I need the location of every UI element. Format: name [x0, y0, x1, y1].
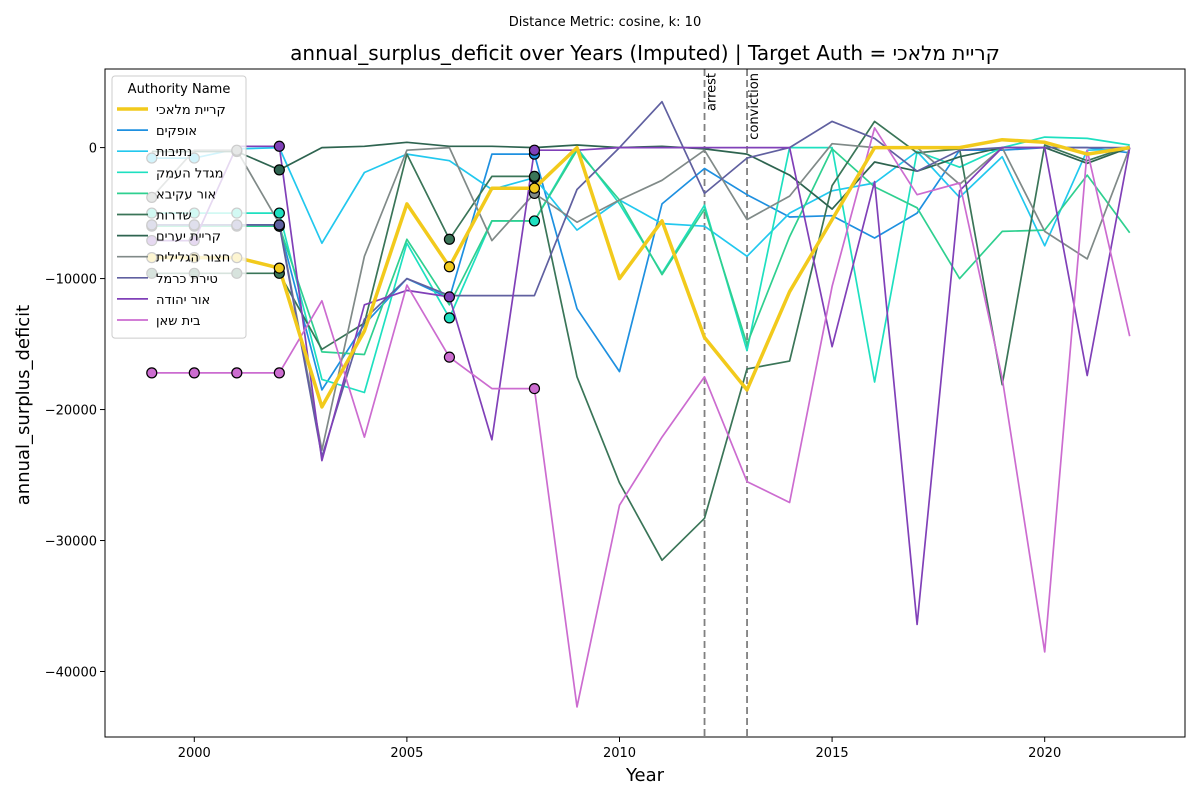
imputed-point: [528, 182, 541, 194]
imputed-point: [443, 233, 456, 245]
y-tick-label: −40000: [45, 666, 97, 681]
legend-label-0: קריית מלאכי: [156, 103, 226, 118]
legend-label-2: נתיבות: [156, 145, 192, 160]
legend-label-10: בית שאן: [156, 314, 201, 329]
legend-label-4: אור עקיבא: [156, 187, 216, 202]
imputed-point: [528, 144, 541, 156]
imputed-point: [528, 170, 541, 183]
series-line-4: [151, 148, 1131, 356]
y-axis-label: annual_surplus_deficit: [13, 305, 34, 505]
legend-label-9: אור יהודה: [156, 293, 210, 308]
imputed-point: [273, 367, 285, 379]
imputed-point: [443, 291, 456, 303]
imputed-point: [528, 382, 541, 395]
x-tick-label: 2015: [816, 746, 849, 761]
series-line-1: [151, 146, 1130, 391]
event-label-arrest: arrest: [705, 73, 720, 111]
legend-label-7: חצור הגלילית: [156, 251, 230, 266]
chart-title: annual_surplus_deficit over Years (Imput…: [290, 41, 1000, 65]
event-label-conviction: conviction: [747, 73, 762, 140]
series-line-8: [151, 100, 1130, 458]
legend-box: [111, 75, 247, 339]
y-tick-label: −10000: [45, 273, 97, 288]
imputed-point: [273, 262, 285, 274]
y-tick-label: 0: [89, 142, 97, 157]
imputed-point: [443, 261, 456, 273]
x-tick-label: 2010: [603, 746, 636, 761]
y-tick-label: −30000: [45, 535, 97, 550]
imputed-point: [231, 367, 243, 379]
series-group: [146, 69, 1131, 737]
series-line-0: [151, 137, 1130, 409]
imputed-point: [273, 207, 285, 219]
y-tick-label: −20000: [45, 404, 97, 419]
imputed-point: [273, 219, 285, 231]
x-tick-label: 2005: [390, 746, 423, 761]
imputed-point: [188, 367, 200, 379]
imputed-point: [273, 164, 285, 176]
x-axis-label: Year: [625, 765, 665, 786]
legend-label-8: טירת כרמל: [156, 272, 218, 287]
series-line-5: [151, 120, 1130, 562]
plot-frame: [104, 68, 1186, 738]
legend: Authority Name קריית מלאכי אופקים נתיבות מגד…: [111, 75, 247, 339]
chart-suptitle: Distance Metric: cosine, k: 10: [509, 15, 701, 30]
legend-title: Authority Name: [128, 82, 231, 97]
x-tick-label: 2020: [1028, 746, 1061, 761]
imputed-point: [146, 367, 158, 379]
legend-label-1: אופקים: [156, 124, 197, 139]
imputed-point: [273, 140, 285, 152]
legend-label-3: מגדל העמק: [156, 166, 224, 181]
series-line-9: [151, 145, 1131, 626]
imputed-point: [443, 312, 456, 324]
imputed-point: [443, 351, 456, 363]
series-line-10: [151, 127, 1131, 708]
legend-label-6: קריית יערים: [156, 230, 221, 245]
legend-label-5: שדרות: [156, 209, 192, 224]
imputed-point: [528, 215, 541, 227]
x-tick-label: 2000: [178, 746, 211, 761]
